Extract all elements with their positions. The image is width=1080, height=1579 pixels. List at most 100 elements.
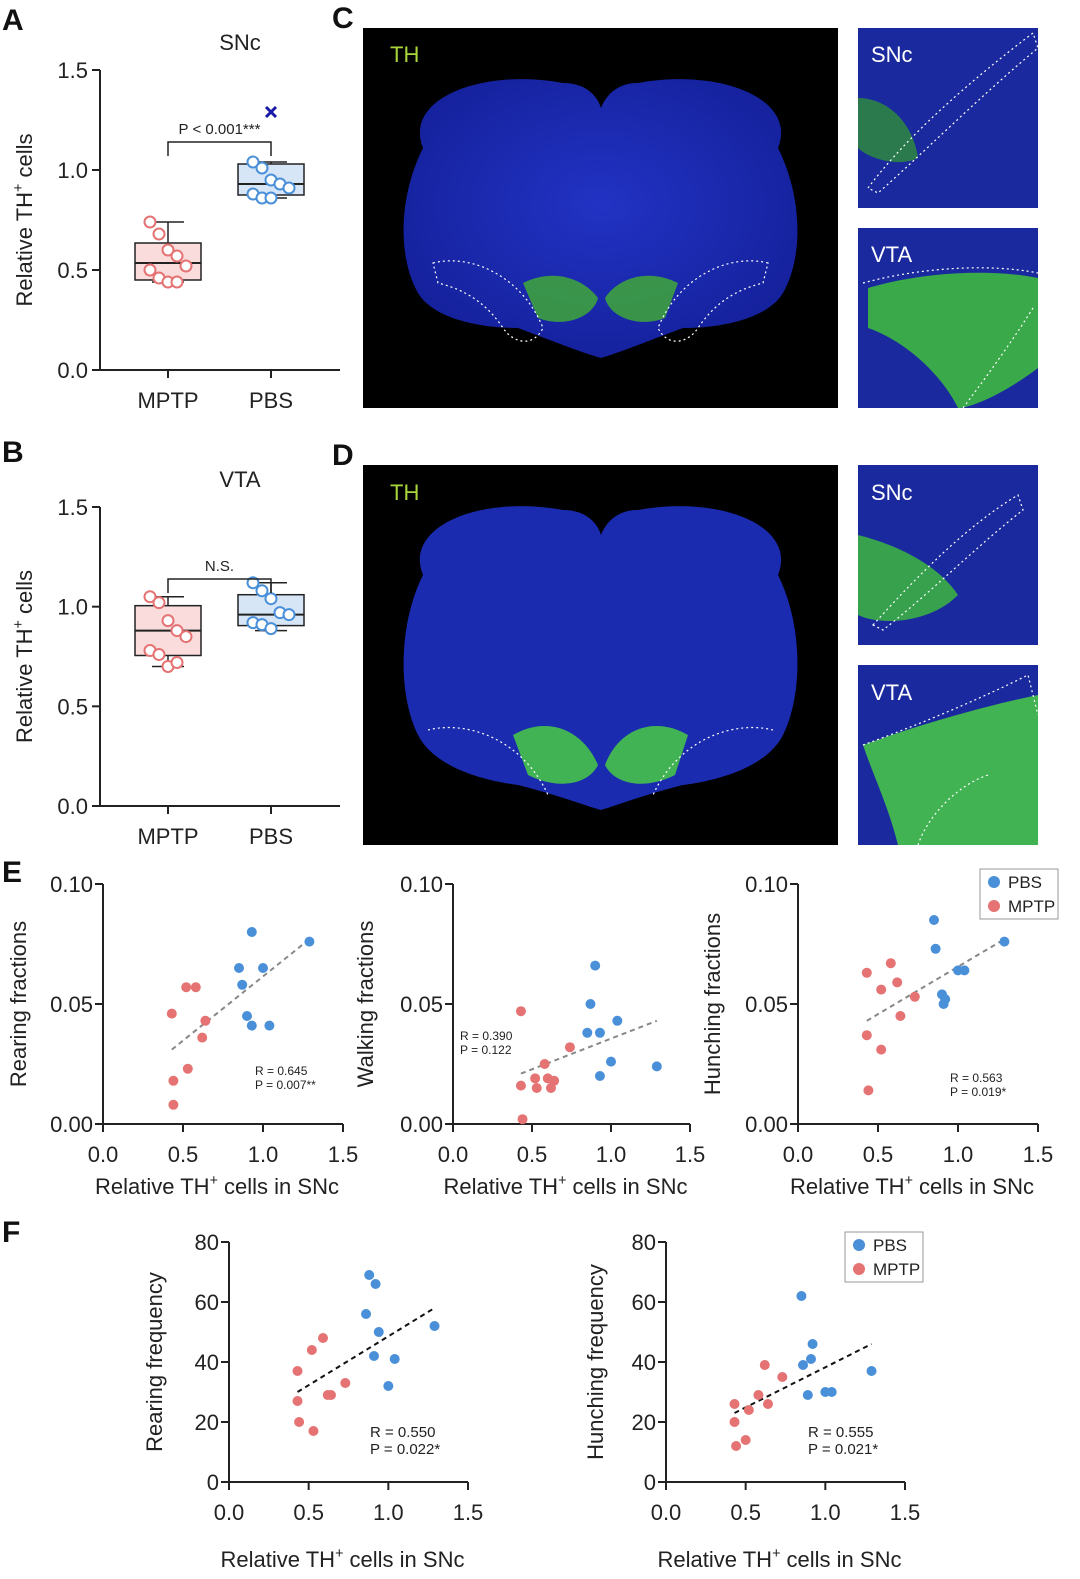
box-b-ylabel: Relative TH+ cells bbox=[11, 570, 37, 743]
scatter-f1-point-mptp bbox=[308, 1426, 319, 1436]
scatter-f1-ytick-label-1: 20 bbox=[195, 1410, 219, 1435]
box-b-significance-label: N.S. bbox=[205, 558, 234, 575]
scatter-e2-xlabel-tail: cells in SNc bbox=[566, 1174, 687, 1199]
scatter-f1-point-pbs bbox=[373, 1327, 384, 1337]
scatter-e2-point-pbs bbox=[590, 960, 601, 971]
scatter-e2-ytick-label-1: 0.05 bbox=[400, 992, 443, 1017]
box-b-ytick-label-0: 0.0 bbox=[57, 794, 88, 819]
box-b-title: VTA bbox=[219, 467, 260, 492]
box-b-significance-bracket bbox=[167, 578, 272, 593]
micro-d-inset-snc bbox=[858, 465, 1038, 645]
scatter-e2-point-pbs bbox=[612, 1015, 623, 1026]
scatter-e3-ytick-label-1: 0.05 bbox=[745, 992, 788, 1017]
scatter-e2-point-mptp bbox=[530, 1073, 541, 1084]
box-a-significance-label: P < 0.001*** bbox=[179, 121, 261, 138]
scatter-e1-stat-p: P = 0.007** bbox=[255, 1078, 316, 1092]
scatter-e2-point-mptp bbox=[531, 1083, 542, 1093]
scatter-e1-xlabel-main: Relative TH bbox=[95, 1174, 210, 1199]
scatter-f2-stat-r: R = 0.555 bbox=[808, 1424, 873, 1441]
scatter-e2-point-pbs bbox=[582, 1027, 593, 1038]
box-a-point bbox=[161, 243, 175, 257]
box-b-point bbox=[143, 590, 157, 604]
box-a-point bbox=[170, 249, 184, 263]
scatter-e2-stat-r: R = 0.390 bbox=[460, 1029, 513, 1043]
scatter-f2-point-mptp bbox=[729, 1417, 740, 1427]
scatter-f2-ylabel: Hunching frequency bbox=[583, 1264, 608, 1460]
box-a-point bbox=[246, 155, 260, 169]
scatter-e1-ytick-label-0: 0.00 bbox=[50, 1112, 93, 1137]
box-a-ylabel-main: Relative TH bbox=[12, 192, 37, 307]
box-a-ytick-label-2: 1.0 bbox=[57, 158, 88, 183]
scatter-e1-point-mptp bbox=[181, 982, 192, 993]
scatter-e2-point-mptp bbox=[564, 1042, 575, 1053]
scatter-f2-ytick-label-2: 40 bbox=[632, 1350, 656, 1375]
scatter-e1-xlabel-sup: + bbox=[210, 1173, 218, 1189]
micro-c-whole bbox=[363, 28, 838, 408]
scatter-e1-xtick-label-1: 0.5 bbox=[168, 1142, 199, 1167]
micro-c-whole-image bbox=[403, 79, 798, 359]
scatter-f2-trend-line bbox=[734, 1343, 872, 1414]
scatter-f2-ytick-label-0: 0 bbox=[644, 1470, 656, 1495]
scatter-f2-point-mptp bbox=[753, 1390, 764, 1400]
scatter-e3-point-mptp bbox=[909, 991, 920, 1002]
scatter-e2-point-mptp bbox=[515, 1080, 526, 1091]
scatter-f2-point-pbs bbox=[807, 1339, 818, 1349]
scatter-f2-xlabel-sup: + bbox=[772, 1546, 780, 1562]
box-b-ylabel-main: Relative TH bbox=[12, 628, 37, 743]
box-a-point bbox=[143, 263, 157, 277]
scatter-e3-xlabel-sup: + bbox=[905, 1173, 913, 1189]
box-a-point bbox=[170, 275, 184, 289]
scatter-e2-trend-line bbox=[520, 1019, 658, 1075]
scatter-e3-point-mptp bbox=[895, 1011, 906, 1021]
scatter-e2-point-pbs bbox=[594, 1071, 605, 1081]
legend-f-pbs-swatch bbox=[853, 1239, 865, 1251]
scatter-e1-point-pbs bbox=[234, 963, 244, 973]
micro-d-inset-snc-image bbox=[858, 494, 1024, 631]
scatter-f2-point-pbs bbox=[796, 1291, 807, 1301]
scatter-f2-point-mptp bbox=[762, 1399, 773, 1409]
scatter-f2-xtick-label-0: 0.0 bbox=[651, 1500, 682, 1525]
box-b-point bbox=[161, 614, 175, 628]
box-b-ytick-label-2: 1.0 bbox=[57, 595, 88, 620]
panel-letter-b: B bbox=[2, 436, 24, 469]
scatter-e1-xtick-label-3: 1.5 bbox=[328, 1142, 359, 1167]
scatter-e2-xlabel-sup: + bbox=[558, 1173, 566, 1189]
scatter-f1-point-mptp bbox=[325, 1390, 336, 1400]
scatter-f2-stat-p: P = 0.021* bbox=[808, 1441, 878, 1458]
box-b-point bbox=[264, 622, 278, 636]
micro-d-whole-image bbox=[403, 506, 798, 810]
scatter-e1-point-mptp bbox=[197, 1032, 208, 1043]
legend-e-pbs-swatch bbox=[988, 876, 1000, 888]
scatter-e3-xtick-label-3: 1.5 bbox=[1023, 1142, 1054, 1167]
scatter-e2-point-mptp bbox=[515, 1006, 526, 1017]
scatter-f2-xtick-label-2: 1.0 bbox=[810, 1500, 841, 1525]
box-a-ylabel-sup: + bbox=[11, 184, 27, 192]
scatter-e3-stat-r: R = 0.563 bbox=[950, 1071, 1003, 1085]
scatter-f2-point-pbs bbox=[802, 1390, 813, 1400]
scatter-e1-point-pbs bbox=[242, 1011, 252, 1021]
scatter-e2-xlabel-main: Relative TH bbox=[444, 1174, 559, 1199]
scatter-e3-point-mptp bbox=[863, 1085, 874, 1096]
micro-d-whole bbox=[363, 465, 838, 845]
scatter-e3-xtick-label-2: 1.0 bbox=[943, 1142, 974, 1167]
scatter-f2-point-mptp bbox=[731, 1441, 742, 1451]
scatter-e1-point-pbs bbox=[264, 1020, 275, 1031]
scatter-e1-xlabel: Relative TH+ cells in SNc bbox=[95, 1173, 339, 1199]
scatter-e3-point-mptp bbox=[892, 977, 903, 988]
box-b-point bbox=[179, 630, 193, 644]
scatter-f2-ytick-label-3: 60 bbox=[632, 1290, 656, 1315]
scatter-f1-stat-p: P = 0.022* bbox=[370, 1441, 440, 1458]
box-b-point bbox=[170, 655, 184, 669]
box-b-ylabel-tail: cells bbox=[12, 570, 37, 620]
legend-e-mptp-swatch bbox=[988, 900, 1000, 912]
scatter-e2-stat-p: P = 0.122 bbox=[460, 1043, 512, 1057]
legend-e-mptp-label: MPTP bbox=[1008, 897, 1055, 916]
scatter-e1-point-mptp bbox=[168, 1075, 179, 1086]
scatter-f1-point-mptp bbox=[318, 1333, 329, 1343]
box-a-ytick-label-0: 0.0 bbox=[57, 358, 88, 383]
box-b-ytick-label-3: 1.5 bbox=[57, 495, 88, 520]
scatter-e1-xlabel-tail: cells in SNc bbox=[218, 1174, 339, 1199]
scatter-e2-point-mptp bbox=[542, 1073, 553, 1084]
box-b-xtick-label-0: MPTP bbox=[137, 824, 198, 849]
